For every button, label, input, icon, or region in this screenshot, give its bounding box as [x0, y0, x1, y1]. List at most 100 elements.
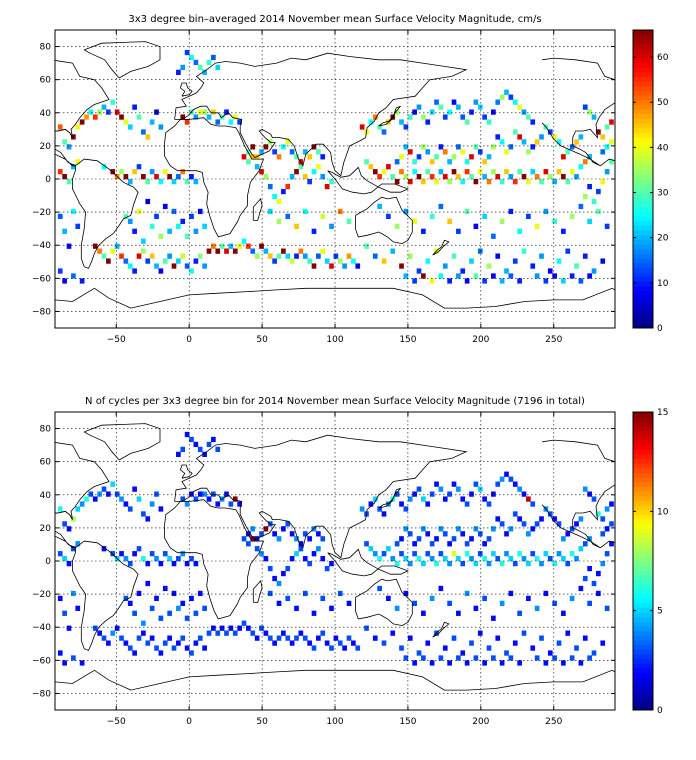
data-bin	[434, 179, 439, 185]
data-bin	[469, 109, 474, 115]
coastline-indonesia	[327, 166, 409, 195]
data-bin	[539, 516, 544, 522]
data-bin	[491, 526, 496, 532]
data-bin	[302, 556, 308, 562]
data-bin	[320, 213, 326, 220]
data-bin	[342, 263, 347, 269]
data-bin	[302, 531, 308, 537]
data-bin	[473, 273, 479, 279]
colorbar-segment	[633, 495, 653, 501]
data-bin	[377, 585, 382, 592]
data-bin	[451, 169, 457, 175]
data-bin	[57, 169, 63, 175]
data-bin	[184, 561, 190, 567]
y-tick-label: 60	[40, 76, 52, 86]
data-bin	[421, 655, 426, 661]
data-bin	[578, 164, 584, 170]
colorbar-segment	[633, 658, 653, 664]
data-bin	[62, 556, 67, 562]
data-bin	[534, 273, 540, 279]
data-bin	[123, 213, 129, 220]
data-bin	[473, 655, 479, 661]
data-bin	[394, 109, 400, 115]
data-bin	[473, 481, 479, 487]
data-bin	[92, 114, 98, 120]
x-tick-label: 100	[326, 335, 343, 345]
y-tick-label: 40	[40, 491, 52, 501]
data-bin	[495, 516, 501, 522]
data-bin	[311, 645, 317, 651]
data-bin	[176, 640, 181, 646]
data-bin	[561, 536, 566, 542]
data-bin	[517, 516, 522, 522]
data-bin	[136, 164, 142, 170]
data-bin	[136, 208, 142, 215]
data-bin	[110, 99, 116, 105]
data-bin	[162, 169, 168, 175]
data-bin	[569, 169, 575, 175]
data-bin	[75, 506, 81, 512]
data-bin	[438, 273, 444, 279]
colorbar-tick-label: 5	[657, 607, 663, 617]
data-bin	[206, 59, 212, 66]
data-bin	[298, 248, 304, 254]
colorbar-tick-label: 60	[657, 53, 669, 63]
data-bin	[127, 561, 133, 567]
colorbar-segment	[633, 574, 653, 581]
data-bin	[495, 174, 501, 180]
data-bin	[127, 645, 133, 651]
data-bin	[254, 253, 260, 259]
data-bin	[346, 635, 352, 641]
data-bin	[377, 203, 382, 210]
data-bin	[530, 551, 536, 557]
data-bin	[180, 64, 186, 71]
data-bin	[512, 258, 518, 264]
data-bin	[491, 491, 496, 497]
data-bin	[106, 491, 111, 497]
data-bin	[429, 556, 435, 562]
data-bin	[372, 551, 378, 557]
data-bin	[141, 630, 146, 636]
data-bin	[530, 526, 536, 532]
x-tick-label: −50	[107, 717, 126, 727]
data-bin	[569, 595, 575, 602]
colorbar-segment	[633, 220, 653, 226]
data-bin	[351, 258, 356, 264]
data-bin	[127, 506, 133, 512]
y-tick-label: 0	[45, 557, 51, 567]
data-bin	[442, 531, 448, 537]
data-bin	[403, 506, 409, 512]
colorbar-segment	[633, 425, 653, 432]
data-bin	[75, 124, 81, 130]
colorbar-segment	[633, 81, 653, 87]
data-bin	[206, 114, 212, 120]
colorbar-segment	[633, 141, 653, 147]
data-bin	[425, 501, 431, 507]
data-bin	[587, 565, 592, 572]
data-bin	[508, 556, 514, 562]
colorbar-segment	[633, 85, 653, 91]
data-bin	[316, 635, 321, 641]
data-bin	[456, 228, 461, 234]
data-bin	[565, 531, 571, 537]
data-bin	[469, 174, 474, 180]
data-bin	[272, 149, 277, 155]
data-bin	[372, 253, 378, 259]
data-bin	[114, 625, 120, 631]
data-bin	[311, 144, 317, 150]
data-bin	[154, 174, 159, 180]
data-bin	[101, 635, 107, 641]
data-bin	[298, 541, 304, 547]
data-bin	[193, 441, 199, 448]
data-bin	[171, 208, 177, 215]
data-bin	[66, 625, 72, 631]
data-bin	[442, 174, 448, 180]
data-bin	[464, 501, 470, 507]
data-bin	[202, 605, 207, 611]
data-bin	[228, 501, 234, 507]
data-bin	[508, 476, 514, 482]
data-bin	[162, 585, 168, 592]
data-bin	[329, 179, 334, 185]
data-bin	[534, 521, 540, 527]
colorbar-segment	[633, 537, 653, 543]
